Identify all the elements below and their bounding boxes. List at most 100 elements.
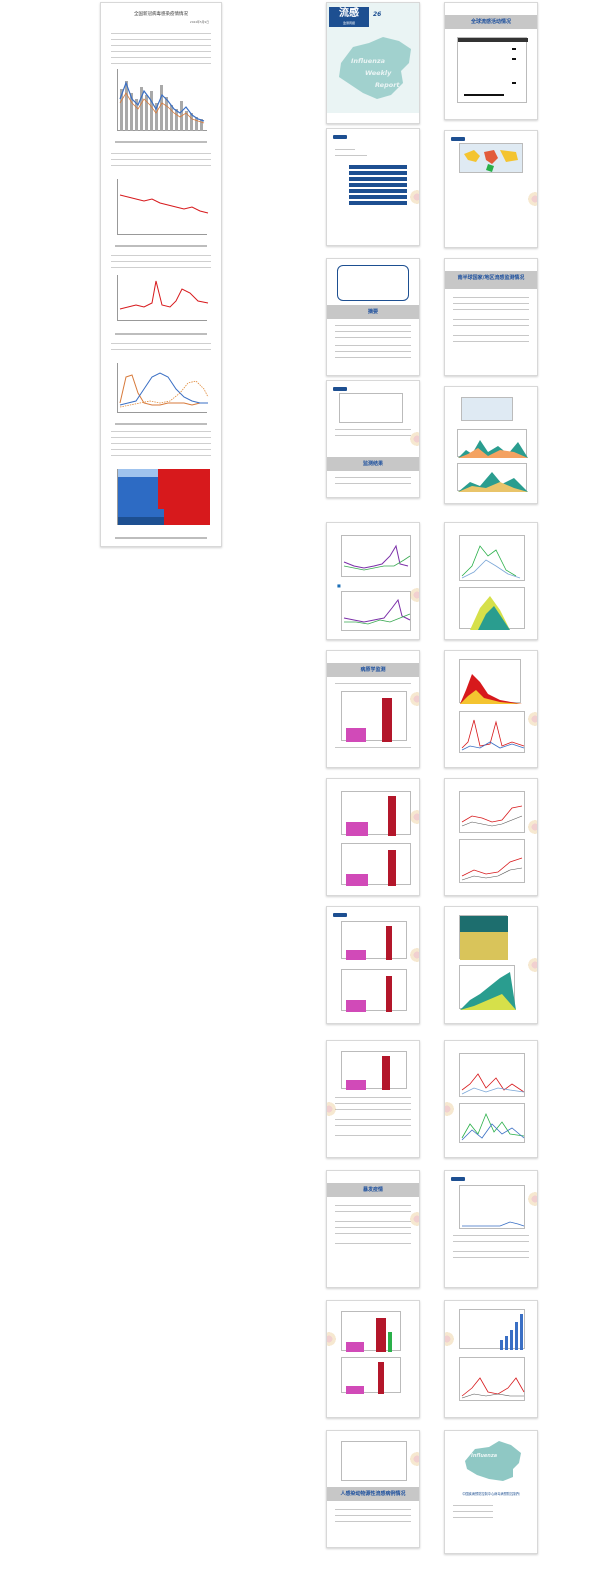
text-line <box>453 325 529 326</box>
histogram-page <box>326 778 420 896</box>
table-svg <box>458 38 528 96</box>
text-line <box>335 1227 411 1228</box>
text-line <box>335 345 411 346</box>
chart-4-svg <box>119 372 209 408</box>
section-title: 南半球国家/地区流感监测情况 <box>457 275 525 281</box>
histogram-svg <box>346 1362 384 1394</box>
summary-box <box>337 265 409 301</box>
back-cover-page: Influenza 中国疾病预防控制中心病毒病预防控制所 <box>444 1430 538 1554</box>
section-band: 监测结果 <box>327 457 419 471</box>
text-line <box>335 351 411 352</box>
line-chart <box>459 1185 525 1229</box>
line-chart <box>459 535 525 581</box>
toc-entry[interactable] <box>349 195 407 199</box>
line-chart <box>341 535 411 577</box>
area-chart <box>457 463 528 492</box>
decorative-rosette <box>527 711 537 727</box>
text-line <box>335 483 411 484</box>
section-title: 病原学监测 <box>360 667 386 673</box>
line-chart-svg <box>461 857 523 881</box>
toc-page <box>326 128 420 246</box>
section-band: 人感染动物源性流感病例情况 <box>327 1487 419 1501</box>
text-line <box>335 331 411 332</box>
text-line <box>335 1221 411 1222</box>
results-page: 监测结果 <box>326 380 420 498</box>
text-line <box>335 435 411 436</box>
chart-page <box>444 906 538 1024</box>
figure-caption <box>115 141 207 143</box>
line-chart-svg <box>343 598 411 625</box>
cover-word: Weekly <box>365 69 392 77</box>
text-line <box>335 1097 411 1098</box>
section-title: 暴发疫情 <box>362 1187 383 1193</box>
decorative-rosette <box>409 587 419 603</box>
cover-word: Report <box>375 81 400 89</box>
stacked-area-svg <box>460 972 516 1010</box>
decorative-rosette <box>327 1101 337 1117</box>
histogram-svg <box>346 1318 392 1352</box>
text-line <box>335 337 411 338</box>
decorative-rosette <box>445 1101 455 1117</box>
section-band: 南半球国家/地区流感监测情况 <box>445 271 537 289</box>
chart-page <box>444 1170 538 1288</box>
text-line <box>111 165 211 166</box>
text-line <box>335 477 411 478</box>
text-line <box>453 335 529 336</box>
histogram-chart <box>341 921 407 960</box>
toc-entry[interactable] <box>349 201 407 205</box>
text-line <box>335 1233 411 1234</box>
bar-chart-svg <box>500 1314 523 1350</box>
text-line <box>111 443 211 444</box>
chart-3-svg <box>119 280 209 310</box>
histogram-svg <box>346 796 396 836</box>
decorative-rosette <box>527 191 537 207</box>
histogram-chart <box>341 1311 401 1352</box>
text-line <box>111 431 211 432</box>
cover-issue-number: 26 <box>373 11 382 18</box>
line-chart <box>459 839 525 883</box>
section-title: 人感染动物源性流感病例情况 <box>340 1491 406 1497</box>
cover-subtitle: 监测周报 <box>342 21 355 25</box>
figure-caption <box>115 537 207 539</box>
decorative-rosette <box>527 957 537 973</box>
text-line <box>111 449 211 450</box>
chart-1-svg <box>119 81 205 131</box>
line-chart-svg <box>343 544 411 571</box>
decorative-rosette <box>527 819 537 835</box>
text-line <box>453 1251 529 1252</box>
area-chart-svg <box>460 674 522 704</box>
stacked-area-svg <box>460 916 508 960</box>
decorative-rosette <box>409 691 419 707</box>
text-line <box>453 341 529 342</box>
histogram-page <box>326 906 420 1024</box>
decorative-rosette <box>445 1331 455 1347</box>
cover-footer <box>327 113 419 123</box>
text-line <box>453 1257 529 1258</box>
virus-page: 病原学监测 <box>326 650 420 768</box>
back-cover-caption: 中国疾病预防控制中心病毒病预防控制所 <box>462 1492 520 1496</box>
toc-entry[interactable] <box>349 165 407 169</box>
toc-entry[interactable] <box>349 183 407 187</box>
text-line <box>335 1125 411 1126</box>
text-line <box>335 1211 411 1212</box>
chart-multi-line <box>117 363 209 413</box>
area-chart-svg <box>470 596 510 630</box>
text-line <box>335 325 411 326</box>
cover-page: 流感 监测周报 26 Influenza Weekly Report <box>326 2 420 124</box>
toc-entry[interactable] <box>349 189 407 193</box>
toc-entry[interactable] <box>349 171 407 175</box>
line-chart-svg <box>461 719 525 751</box>
world-map <box>461 397 513 421</box>
histogram-chart <box>341 691 407 742</box>
line-chart-svg <box>461 805 523 827</box>
text-line <box>111 255 211 256</box>
text-line <box>335 1521 411 1522</box>
text-line <box>111 343 211 344</box>
area-chart <box>459 659 522 704</box>
chart-2-svg <box>119 194 209 214</box>
toc-entry[interactable] <box>349 177 407 181</box>
histogram-chart <box>341 843 411 886</box>
line-chart-svg <box>462 1221 525 1227</box>
chart-line-peaks <box>117 275 209 321</box>
decorative-rosette <box>409 1211 419 1227</box>
